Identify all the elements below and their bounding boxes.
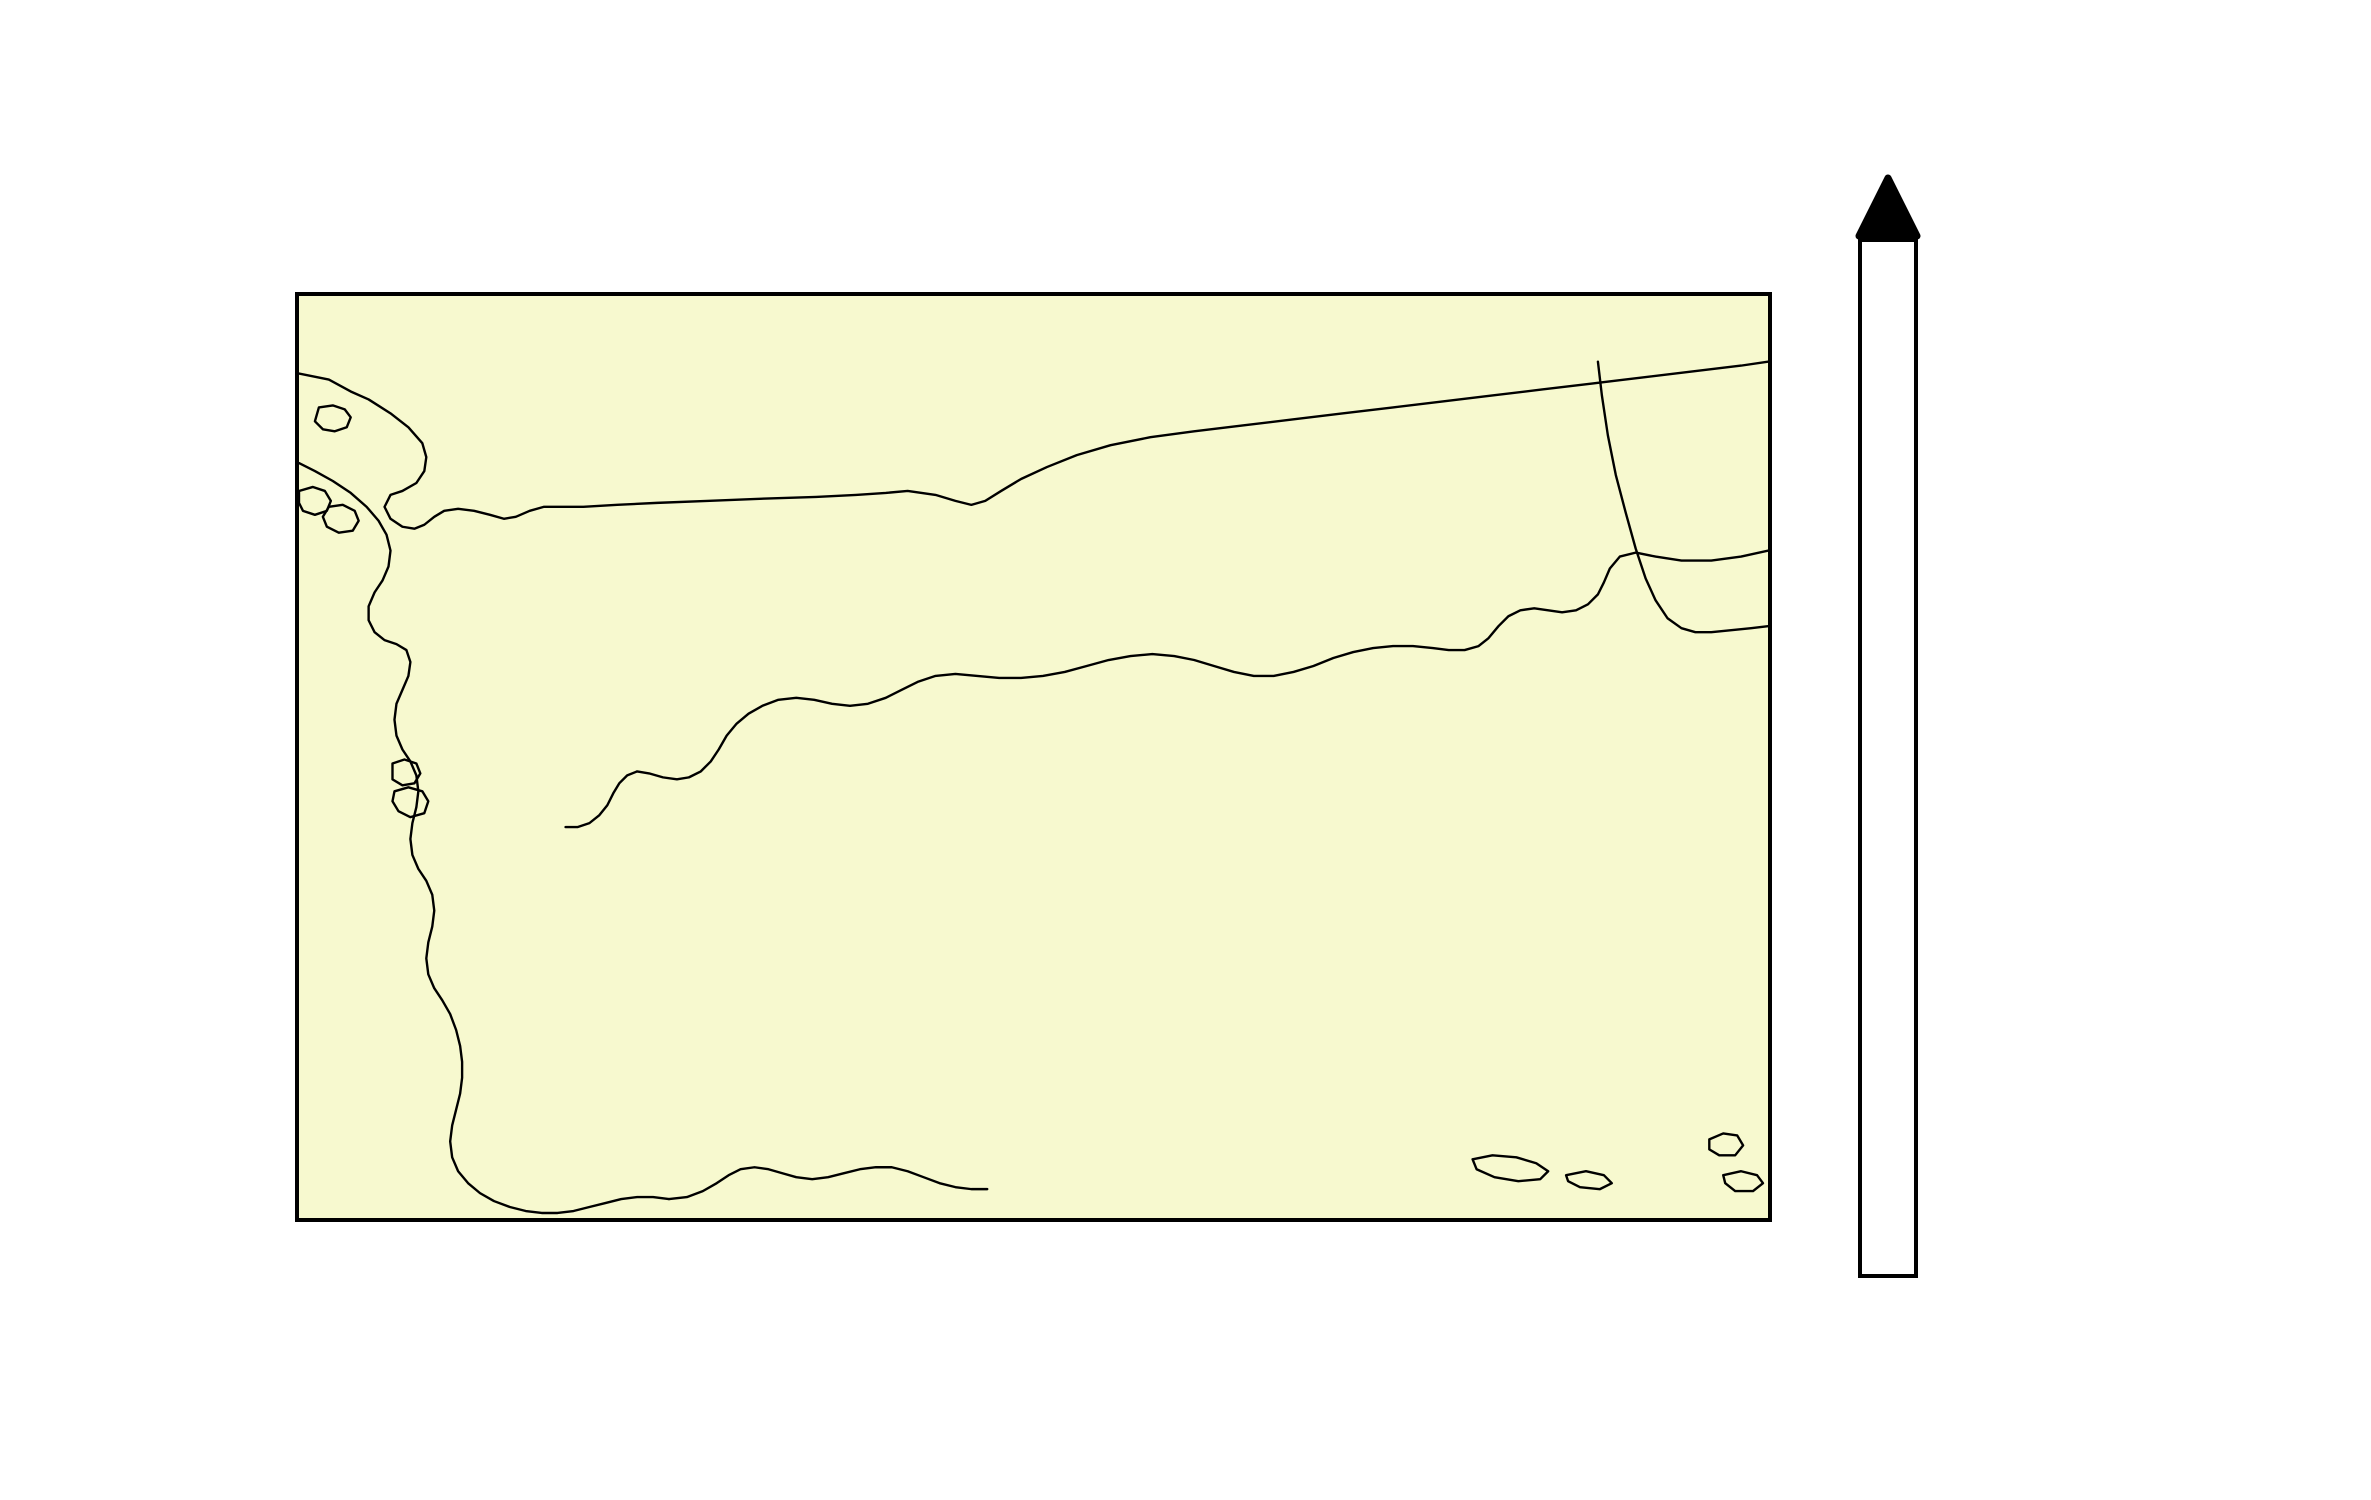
- map-clip: [299, 296, 1768, 1218]
- map-axes[interactable]: [295, 292, 1772, 1222]
- wind-vector-quiver-layer: [299, 296, 1768, 1218]
- colorbar-extend-max-arrow: [1855, 174, 1921, 240]
- colorbar-gradient: [1858, 238, 1918, 1278]
- colorbar[interactable]: [1855, 174, 1921, 1278]
- coastline-and-border-layer: [299, 360, 1768, 1215]
